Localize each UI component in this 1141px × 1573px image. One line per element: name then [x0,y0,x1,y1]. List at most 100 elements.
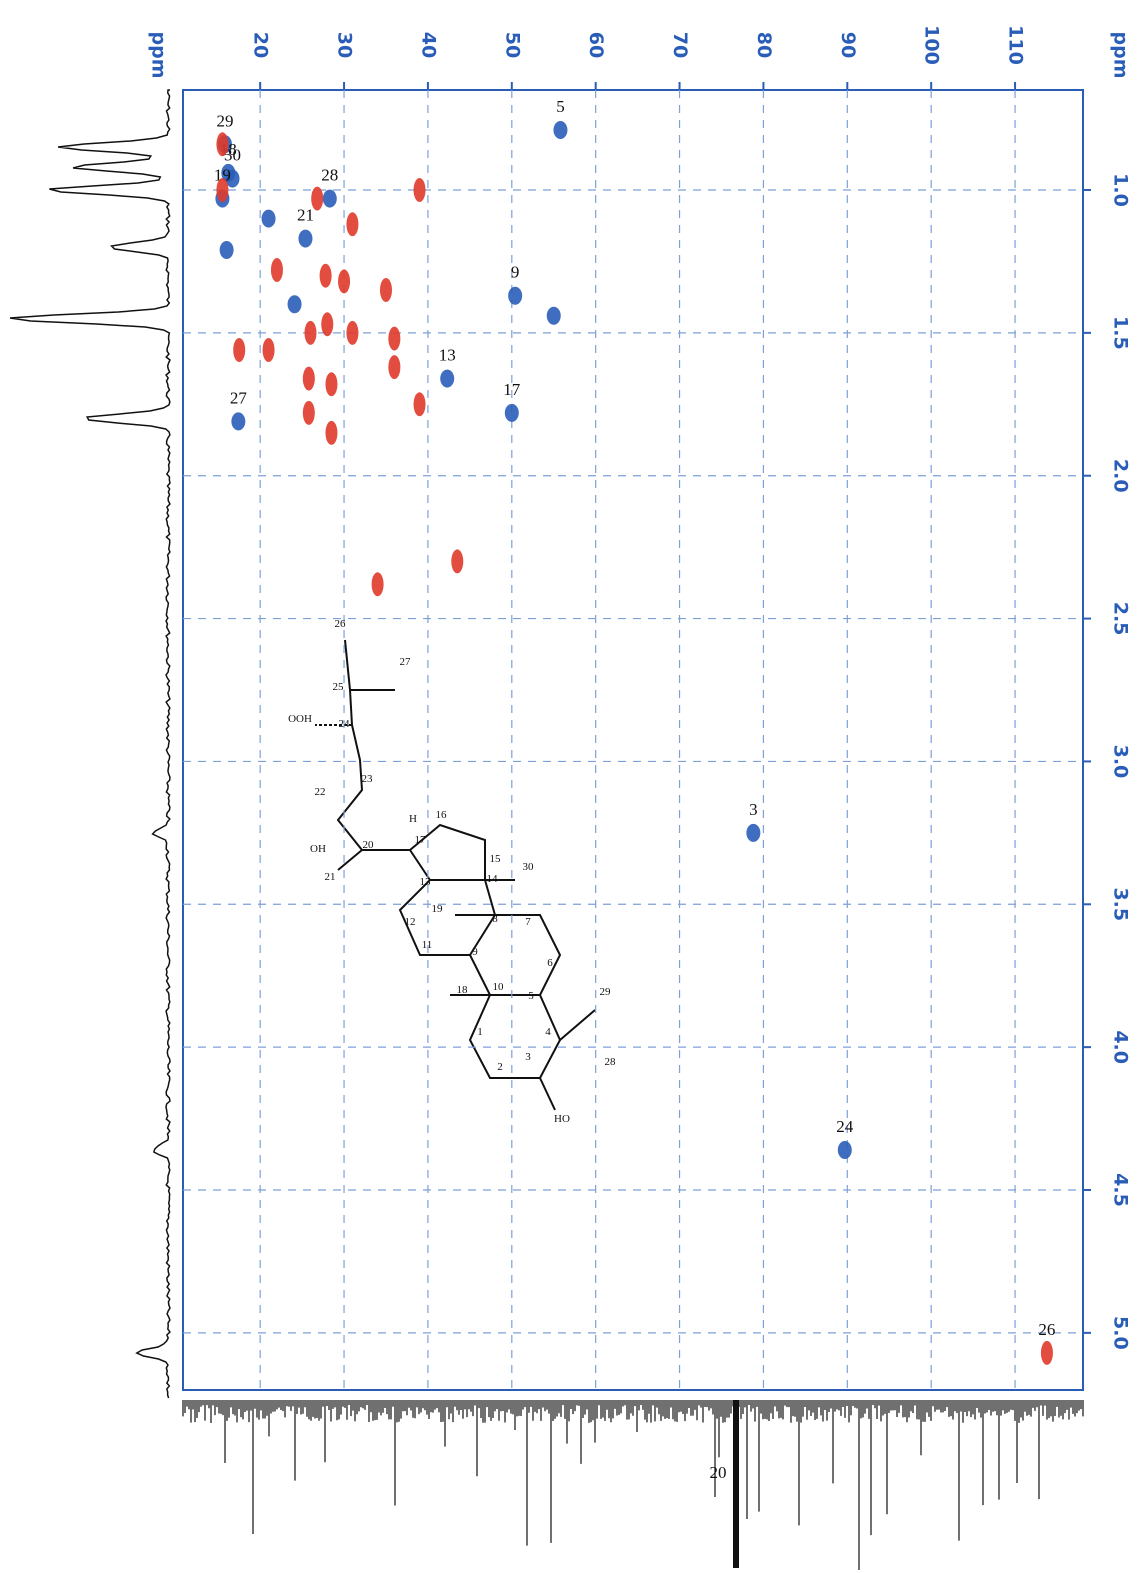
x-tick-label: 90 [837,32,859,58]
peak [304,320,317,345]
atom-label: 20 [363,839,375,851]
peak [451,549,464,574]
peak-label: 19 [214,166,231,185]
peak [287,295,302,314]
y-tick-label: 3.5 [1110,887,1132,921]
peak [388,355,401,380]
atom-label: 7 [525,916,531,928]
peak [325,372,338,397]
group-label: HO [554,1113,570,1125]
peak [1040,1340,1053,1365]
peak [270,258,283,282]
group-label: OOH [288,713,312,725]
x-tick-label: 110 [1005,25,1027,65]
peak-label: 5 [556,97,565,116]
peak [388,326,401,351]
projection-peak [733,1400,739,1568]
y-tick-label: 4.5 [1110,1173,1132,1207]
peak [504,403,519,422]
peak [553,121,568,139]
peak [346,212,359,237]
atom-label: 9 [472,946,478,958]
atom-label: 3 [525,1051,531,1063]
peak [746,823,761,842]
x-tick-label: 100 [921,25,943,65]
structure [315,639,596,1111]
group-label: OH [310,843,326,855]
atom-label: 10 [493,981,505,993]
x-tick-label: 70 [669,32,691,58]
peak [231,412,246,431]
peak [216,178,229,202]
plot-frame [182,89,1084,1391]
bond [559,1009,596,1041]
peak [346,320,359,345]
atom-label: 25 [333,681,345,693]
peak [298,229,313,248]
peak [302,400,315,425]
y-tick-label: 3.0 [1110,745,1132,779]
atom-label: 14 [487,873,499,885]
atom-label: 21 [325,871,336,883]
y-tick-label: 1.0 [1110,173,1132,207]
peak [262,338,275,362]
peak-label: 29 [216,111,233,130]
peak [413,392,426,417]
peak-label: 24 [836,1117,854,1136]
atom-label: 19 [432,903,444,915]
x-tick-label: 50 [501,32,523,58]
atom-label: 6 [547,957,553,969]
atom-label: 15 [490,853,502,865]
peak [440,369,455,388]
peak [321,312,334,337]
atom-label: 22 [315,786,326,798]
atom-label: 28 [605,1056,617,1068]
peak [837,1141,852,1159]
peak [216,132,229,157]
peak [261,209,276,228]
atom-label: 18 [457,984,469,996]
projection [9,89,171,1399]
atom-label: 12 [405,916,416,928]
ring [469,914,562,996]
x-tick-label: 20 [250,32,272,58]
x-tick-label: 60 [585,32,607,58]
peak [325,420,338,445]
ring [398,879,497,956]
peak-label: 21 [297,206,314,225]
peak-label: 13 [439,346,456,365]
peak-label: 9 [511,263,520,282]
x-tick-label: 40 [417,32,439,58]
y-tick-label: 4.0 [1110,1030,1132,1064]
projection [182,1400,1084,1570]
peak-label: 30 [224,146,241,165]
x-axis-label: ppm [148,32,170,79]
peak [302,366,315,391]
atom-label: 2 [497,1061,503,1073]
atom-label: 16 [436,809,448,821]
peak-label: 17 [503,380,521,399]
atom-label: 8 [492,913,498,925]
peak [225,169,240,188]
peak [379,278,392,302]
y-tick-label: 1.5 [1110,316,1132,350]
x-tick-label: 30 [334,32,356,58]
peak [219,241,234,259]
peak [371,572,384,597]
y-axis-label: ppm [1110,32,1132,79]
y-tick-label: 2.5 [1110,602,1132,636]
atom-label: 23 [362,773,374,785]
atom-label: 5 [528,990,534,1002]
bond [539,1077,556,1111]
ring [468,994,562,1079]
y-tick-label: 5.0 [1110,1316,1132,1350]
peak [233,338,246,362]
atom-label: 27 [400,656,412,668]
atom-label: 4 [545,1026,551,1038]
atom-label: 17 [415,834,427,846]
peak [322,189,337,208]
x-tick-label: 80 [753,32,775,58]
group-label: H [409,813,417,825]
peak-label: 27 [230,388,248,407]
